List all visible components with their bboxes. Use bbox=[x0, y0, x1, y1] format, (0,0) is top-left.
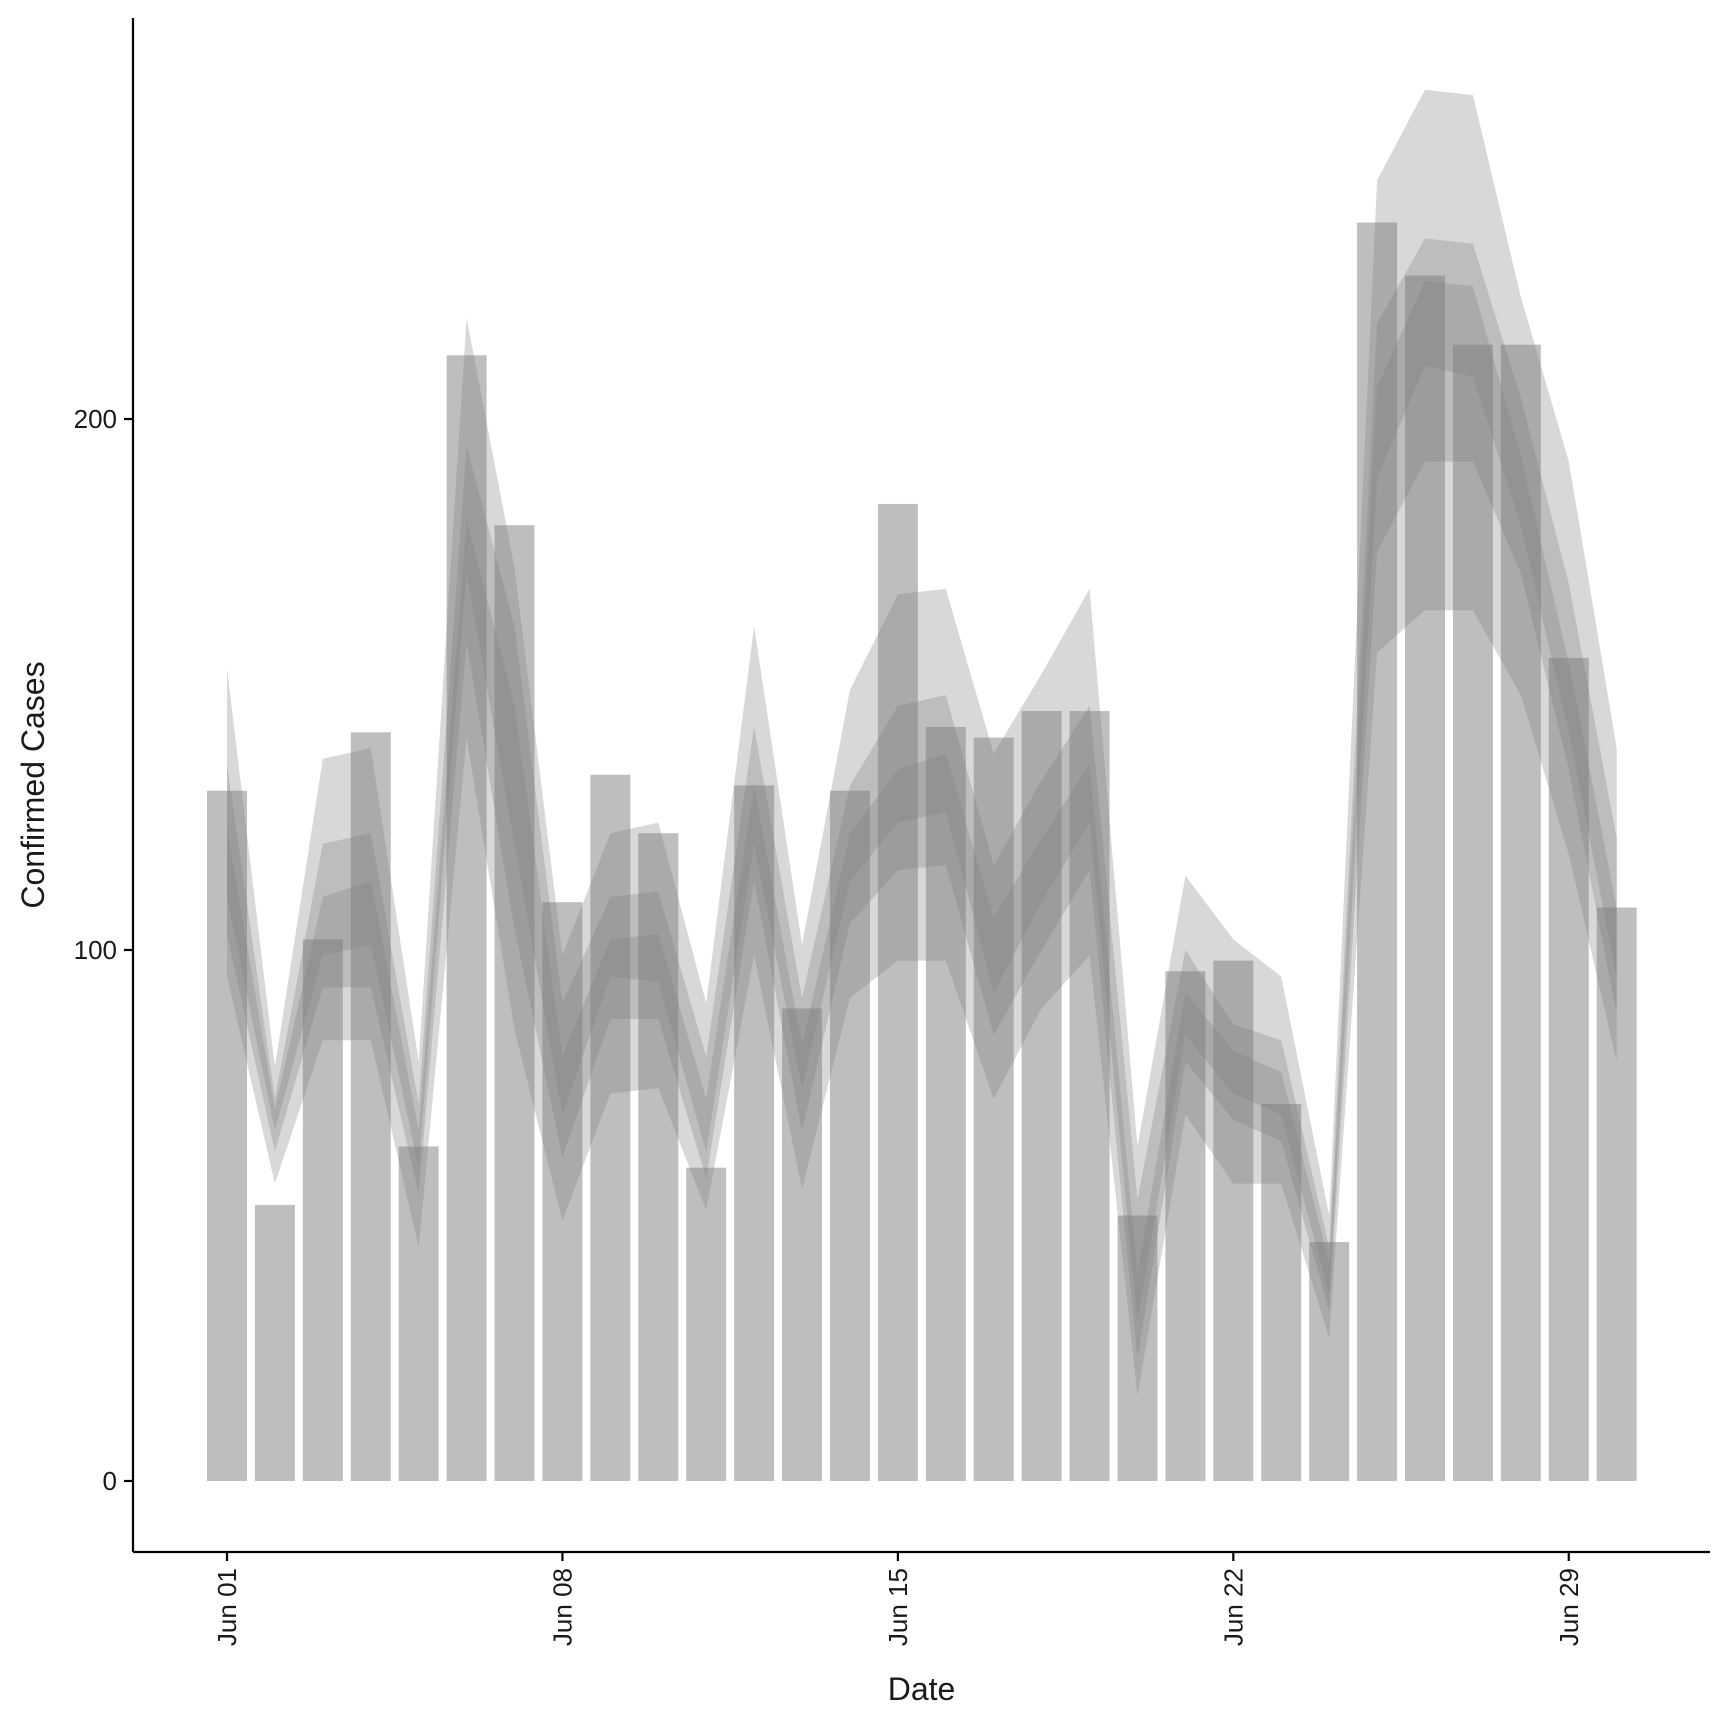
x-tick-label-2020-06-22: Jun 22 bbox=[1218, 1568, 1248, 1646]
bar-2020-06-13 bbox=[782, 1008, 823, 1481]
bar-2020-06-28 bbox=[1500, 344, 1541, 1481]
bar-2020-06-08 bbox=[542, 902, 583, 1481]
bar-2020-06-02 bbox=[254, 1204, 295, 1481]
bar-2020-06-01 bbox=[207, 790, 247, 1481]
band-outer bbox=[227, 89, 1617, 1396]
bar-2020-06-27 bbox=[1452, 344, 1493, 1481]
bar-2020-06-07 bbox=[494, 525, 535, 1481]
bar-2020-06-29 bbox=[1548, 657, 1589, 1481]
y-tick-label-200: 200 bbox=[74, 404, 117, 434]
bars-layer bbox=[207, 222, 1637, 1482]
bar-2020-06-06 bbox=[446, 355, 487, 1481]
x-tick-label-2020-06-01: Jun 01 bbox=[212, 1568, 242, 1646]
bar-2020-06-26 bbox=[1405, 275, 1445, 1481]
band-inner bbox=[227, 280, 1617, 1322]
bar-2020-06-23 bbox=[1261, 1103, 1302, 1481]
bar-2020-06-19 bbox=[1069, 711, 1110, 1481]
x-ticks: Jun 01 Jun 08 Jun 15 Jun 22 Jun 29 bbox=[212, 1552, 1584, 1646]
bar-2020-06-11 bbox=[686, 1167, 727, 1481]
y-tick-label-100: 100 bbox=[74, 935, 117, 965]
bar-2020-06-25 bbox=[1357, 222, 1398, 1481]
bar-2020-06-15 bbox=[877, 503, 918, 1482]
y-ticks: 0 100 200 bbox=[74, 404, 133, 1496]
bar-2020-06-22 bbox=[1213, 960, 1254, 1481]
y-axis-title: Confirmed Cases bbox=[15, 661, 51, 908]
bar-2020-06-10 bbox=[638, 833, 679, 1481]
bar-2020-06-20 bbox=[1117, 1215, 1158, 1481]
bar-2020-06-21 bbox=[1165, 971, 1206, 1481]
band-middle bbox=[227, 238, 1617, 1359]
bar-2020-06-17 bbox=[973, 737, 1014, 1481]
bar-2020-06-18 bbox=[1021, 711, 1062, 1481]
x-tick-label-2020-06-15: Jun 15 bbox=[883, 1568, 913, 1646]
x-tick-label-2020-06-08: Jun 08 bbox=[547, 1568, 577, 1646]
bar-2020-06-14 bbox=[829, 790, 870, 1481]
axes-layer bbox=[131, 18, 1710, 1554]
x-axis-title: Date bbox=[888, 1671, 956, 1707]
bar-2020-06-04 bbox=[350, 732, 391, 1481]
bar-2020-06-30 bbox=[1596, 907, 1637, 1481]
bar-2020-06-09 bbox=[590, 774, 631, 1481]
bands-layer bbox=[227, 89, 1617, 1396]
y-tick-label-0: 0 bbox=[103, 1466, 117, 1496]
bar-2020-06-24 bbox=[1309, 1242, 1350, 1481]
x-tick-label-2020-06-29: Jun 29 bbox=[1554, 1568, 1584, 1646]
bar-2020-06-12 bbox=[734, 785, 775, 1481]
bar-2020-06-03 bbox=[302, 939, 343, 1481]
bar-2020-06-16 bbox=[925, 726, 966, 1481]
bar-2020-06-05 bbox=[398, 1146, 439, 1481]
